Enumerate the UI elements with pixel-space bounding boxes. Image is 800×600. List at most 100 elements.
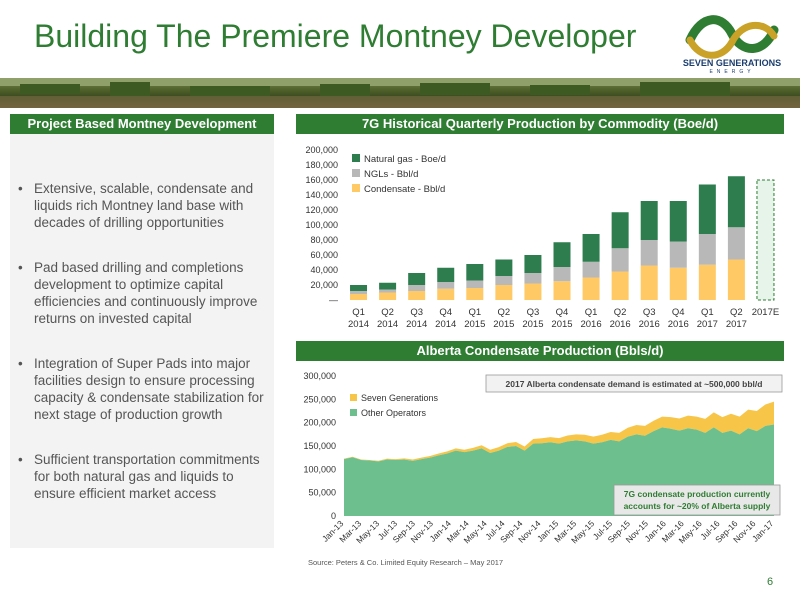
area-chart-header: Alberta Condensate Production (Bbls/d) bbox=[296, 341, 784, 361]
bar-segment-1 bbox=[611, 248, 629, 272]
bullet-list: Extensive, scalable, condensate and liqu… bbox=[18, 180, 270, 528]
bar-segment-1 bbox=[466, 280, 484, 288]
bullet-item: Integration of Super Pads into major fac… bbox=[18, 355, 270, 423]
bar-segment-1 bbox=[727, 227, 745, 260]
x-tick-label: 2016 bbox=[668, 319, 689, 330]
bar-segment-2 bbox=[466, 264, 484, 281]
page-title: Building The Premiere Montney Developer bbox=[34, 18, 637, 54]
bar-segment-2 bbox=[640, 201, 658, 240]
annotation-demand: 2017 Alberta condensate demand is estima… bbox=[506, 379, 763, 389]
y-tick-label: 100,000 bbox=[305, 220, 338, 230]
x-tick-label: Q1 bbox=[352, 307, 365, 318]
bar-segment-0 bbox=[495, 285, 513, 300]
area-chart: 300,000 250,000 200,000 150,000 100,000 50,00… bbox=[303, 371, 783, 545]
legend-swatch bbox=[350, 394, 357, 401]
bar-segment-0 bbox=[640, 265, 658, 300]
bar-segment-0 bbox=[408, 291, 426, 300]
x-tick-label: 2015 bbox=[551, 319, 572, 330]
bar-segment-1 bbox=[379, 289, 397, 293]
y-tick-label: 60,000 bbox=[310, 250, 338, 260]
annotation-share: accounts for ~20% of Alberta supply bbox=[624, 501, 771, 511]
logo-sub: ENERGY bbox=[709, 69, 755, 75]
bar-segment-1 bbox=[495, 276, 513, 285]
y-tick-label: 180,000 bbox=[305, 160, 338, 170]
bar-segment-0 bbox=[553, 281, 571, 300]
y-tick-label: 0 bbox=[331, 511, 336, 521]
legend-label: NGLs - Bbl/d bbox=[364, 169, 418, 180]
y-tick-label: 160,000 bbox=[305, 175, 338, 185]
x-tick-label: Q2 bbox=[730, 307, 743, 318]
bar-segment-1 bbox=[669, 241, 687, 268]
x-tick-label: Q1 bbox=[701, 307, 714, 318]
bar-segment-0 bbox=[727, 259, 745, 300]
x-tick-label: 2016 bbox=[639, 319, 660, 330]
x-tick-label: Q3 bbox=[643, 307, 656, 318]
x-tick-label: Q3 bbox=[527, 307, 540, 318]
x-tick-label: 2014 bbox=[377, 319, 398, 330]
bar-segment-0 bbox=[611, 271, 629, 300]
legend-label: Seven Generations bbox=[361, 393, 439, 403]
bar-segment-2 bbox=[379, 282, 397, 290]
logo-name: SEVEN GENERATIONS bbox=[682, 58, 782, 68]
bar-segment-1 bbox=[698, 234, 716, 265]
x-tick-label: Q2 bbox=[498, 307, 511, 318]
bar-segment-0 bbox=[379, 292, 397, 300]
bar-segment-0 bbox=[582, 277, 600, 300]
x-tick-label: Q1 bbox=[585, 307, 598, 318]
x-tick-label: 2017 bbox=[697, 319, 718, 330]
y-tick-label: — bbox=[329, 295, 338, 305]
bar-segment-0 bbox=[524, 283, 542, 300]
x-tick-label: 2016 bbox=[610, 319, 631, 330]
x-tick-label: 2016 bbox=[580, 319, 601, 330]
x-tick-label: 2014 bbox=[406, 319, 427, 330]
x-tick-label: 2014 bbox=[435, 319, 456, 330]
bullet-item: Pad based drilling and completions devel… bbox=[18, 259, 270, 327]
bar-segment-1 bbox=[524, 273, 542, 284]
x-tick-label: 2015 bbox=[493, 319, 514, 330]
x-tick-label: Q4 bbox=[556, 307, 569, 318]
bar-segment-2 bbox=[408, 273, 426, 285]
y-tick-label: 80,000 bbox=[310, 235, 338, 245]
legend-swatch bbox=[350, 409, 357, 416]
x-tick-label: Q2 bbox=[614, 307, 627, 318]
bar-segment-2 bbox=[611, 212, 629, 249]
x-tick-label: Q4 bbox=[439, 307, 452, 318]
y-tick-label: 100,000 bbox=[303, 464, 336, 474]
left-panel-header: Project Based Montney Development bbox=[10, 114, 274, 134]
annotation-share: 7G condensate production currently bbox=[624, 489, 771, 499]
bar-segment-0 bbox=[698, 264, 716, 300]
bar-segment-0 bbox=[350, 294, 368, 300]
y-tick-label: 250,000 bbox=[303, 394, 336, 404]
x-tick-label: 2015 bbox=[522, 319, 543, 330]
bar-segment-2 bbox=[350, 285, 368, 291]
bar-segment-1 bbox=[582, 261, 600, 278]
bar-segment-0 bbox=[669, 267, 687, 300]
bar-segment-1 bbox=[553, 267, 571, 282]
source-note: Source: Peters & Co. Limited Equity Rese… bbox=[308, 558, 504, 567]
y-tick-label: 150,000 bbox=[303, 441, 336, 451]
bar-segment-2 bbox=[698, 184, 716, 234]
page-number: 6 bbox=[767, 576, 774, 588]
x-tick-label: Q2 bbox=[381, 307, 394, 318]
bar-segment-0 bbox=[437, 288, 455, 300]
legend-swatch bbox=[352, 154, 360, 162]
legend-label: Other Operators bbox=[361, 408, 427, 418]
annotation-box bbox=[485, 374, 783, 393]
bar-chart-header: 7G Historical Quarterly Production by Co… bbox=[296, 114, 784, 134]
bar-segment-1 bbox=[437, 282, 455, 289]
x-tick-label: Q4 bbox=[672, 307, 685, 318]
x-tick-label: Q1 bbox=[468, 307, 481, 318]
y-tick-label: 20,000 bbox=[310, 280, 338, 290]
bar-segment-2 bbox=[524, 255, 542, 273]
bar-segment-0 bbox=[466, 288, 484, 300]
bar-segment-2 bbox=[553, 242, 571, 267]
bar-segment-2 bbox=[727, 176, 745, 228]
x-tick-label: 2015 bbox=[464, 319, 485, 330]
annotation-box bbox=[613, 484, 781, 516]
bar-segment-2 bbox=[495, 259, 513, 276]
landscape-banner bbox=[0, 78, 800, 108]
legend-label: Natural gas - Boe/d bbox=[364, 154, 446, 165]
y-tick-label: 50,000 bbox=[308, 488, 336, 498]
x-tick-label: 2017E bbox=[752, 307, 779, 318]
estimate-bar bbox=[756, 179, 775, 301]
